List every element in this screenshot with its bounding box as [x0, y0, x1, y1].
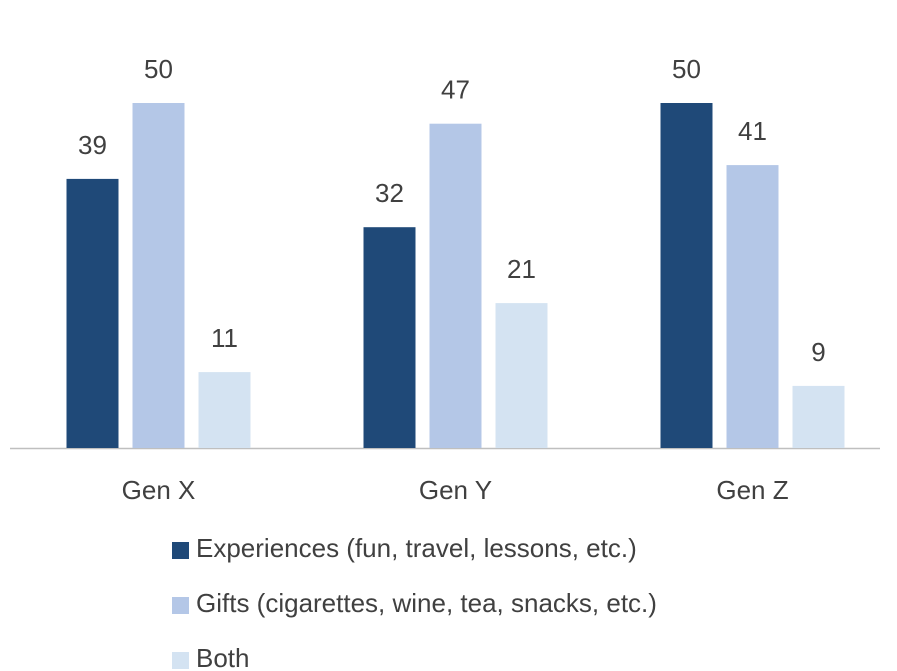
legend-swatch [172, 542, 189, 559]
data-label: 47 [441, 75, 470, 105]
legend-label: Experiences (fun, travel, lessons, etc.) [196, 533, 637, 563]
x-tick-label: Gen X [122, 475, 196, 505]
data-label: 9 [811, 337, 825, 367]
data-label: 50 [144, 54, 173, 84]
data-label: 21 [507, 254, 536, 284]
bar [66, 178, 119, 448]
bar [198, 372, 251, 448]
bar [495, 303, 548, 448]
bar [363, 227, 416, 448]
bar [132, 103, 185, 448]
legend-label: Both [196, 643, 250, 671]
x-tick-label: Gen Y [419, 475, 492, 505]
data-label: 32 [375, 178, 404, 208]
bar [792, 385, 845, 448]
legend-label: Gifts (cigarettes, wine, tea, snacks, et… [196, 588, 657, 618]
data-label: 41 [738, 116, 767, 146]
data-label: 39 [78, 130, 107, 160]
bar [726, 165, 779, 448]
bar [660, 103, 713, 448]
bar [429, 123, 482, 448]
data-label: 11 [211, 323, 238, 353]
x-tick-label: Gen Z [716, 475, 788, 505]
data-label: 50 [672, 54, 701, 84]
legend-swatch [172, 597, 189, 614]
legend-swatch [172, 652, 189, 669]
